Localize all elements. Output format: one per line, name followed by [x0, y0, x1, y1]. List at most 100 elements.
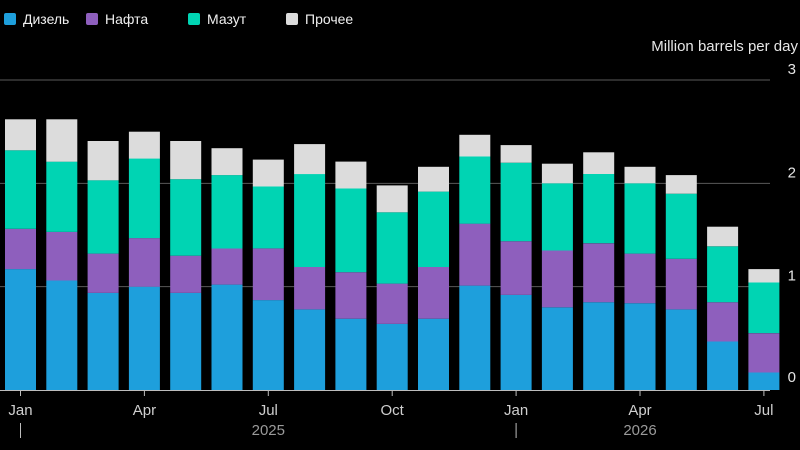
- bar-segment: [707, 246, 739, 303]
- bar-segment: [583, 174, 615, 244]
- legend-swatch-fuel-oil: [188, 13, 200, 25]
- bar-segment: [541, 250, 573, 308]
- bar-segment: [459, 156, 491, 224]
- bar-segment: [500, 145, 532, 163]
- bar-segment: [376, 185, 408, 213]
- bar-segment: [46, 161, 78, 232]
- bar-segment: [376, 283, 408, 324]
- bar-segment: [128, 286, 160, 390]
- bar-segment: [541, 307, 573, 390]
- legend-swatch-naphtha: [86, 13, 98, 25]
- x-tick-label: Jul: [754, 402, 773, 419]
- y-tick-label-0: 0: [788, 369, 796, 386]
- bar-segment: [87, 253, 119, 293]
- legend-swatch-diesel: [4, 13, 16, 25]
- bar-segment: [624, 183, 656, 254]
- bar-segment: [294, 144, 326, 175]
- bar-segment: [665, 193, 697, 259]
- year-label-2025: 2025: [252, 422, 285, 439]
- bar-segment: [211, 248, 243, 285]
- x-tick-label: Jan: [504, 402, 528, 419]
- bar-segment: [5, 228, 36, 270]
- bar-segment: [294, 309, 326, 390]
- bar-segment: [252, 300, 284, 390]
- bar-segment: [252, 186, 284, 249]
- bar-segment: [87, 141, 119, 181]
- bar-segment: [665, 258, 697, 310]
- x-tick-label: Apr: [133, 402, 156, 419]
- bar-segment: [583, 243, 615, 303]
- bar-segment: [128, 238, 160, 287]
- bar-segment: [541, 183, 573, 251]
- legend-item-diesel: Дизель: [4, 11, 69, 27]
- bar-segment: [252, 248, 284, 301]
- bar-segment: [335, 272, 367, 319]
- bar-segment: [459, 134, 491, 157]
- x-tick-label: Jul: [259, 402, 278, 419]
- legend-label-fuel-oil: Мазут: [207, 11, 247, 27]
- bar-segment: [500, 162, 532, 242]
- bar-segment: [418, 166, 449, 192]
- legend-swatch-other: [286, 13, 298, 25]
- legend-item-fuel-oil: Мазут: [188, 11, 246, 27]
- year-label-2026: 2026: [623, 422, 656, 439]
- bar-segment: [748, 269, 780, 283]
- bar-segment: [211, 284, 243, 390]
- bar-segment: [583, 152, 615, 174]
- bar-segment: [252, 159, 284, 187]
- bar-segment: [748, 333, 780, 373]
- bar-segment: [128, 131, 160, 159]
- bar-segment: [624, 253, 656, 304]
- bar-segment: [87, 180, 119, 254]
- bar-segment: [5, 269, 36, 390]
- x-tick-label: Apr: [628, 402, 651, 419]
- bar-segment: [46, 119, 78, 162]
- bar-segment: [128, 158, 160, 239]
- bar-segment: [87, 292, 119, 390]
- legend-label-other: Прочее: [305, 11, 354, 27]
- bar-segment: [541, 163, 573, 184]
- bar-segment: [748, 372, 780, 390]
- bar-segment: [294, 174, 326, 267]
- bar-segment: [665, 175, 697, 194]
- y-axis-unit-label: Million barrels per day: [651, 38, 798, 55]
- bar-segment: [376, 212, 408, 284]
- bar-segment: [665, 309, 697, 390]
- bar-segment: [335, 188, 367, 273]
- legend-label-naphtha: Нафта: [105, 11, 149, 27]
- bar-segment: [46, 280, 78, 390]
- x-tick-label: Jan: [8, 402, 32, 419]
- bar-segment: [335, 161, 367, 189]
- bar-segment: [583, 302, 615, 390]
- bar-segment: [170, 292, 202, 390]
- bar-segment: [418, 267, 449, 319]
- legend-label-diesel: Дизель: [23, 11, 70, 27]
- bar-segment: [707, 226, 739, 247]
- bar-segment: [418, 318, 449, 390]
- bar-segment: [170, 179, 202, 256]
- bar-segment: [376, 323, 408, 390]
- bar-segment: [170, 255, 202, 293]
- bar-segment: [459, 285, 491, 390]
- bar-segment: [707, 341, 739, 390]
- bar-segment: [46, 231, 78, 281]
- y-tick-label-3: 3: [788, 61, 796, 78]
- bar-segment: [5, 150, 36, 229]
- legend-item-other: Прочее: [286, 11, 353, 27]
- bar-segment: [5, 119, 36, 151]
- bar-segment: [211, 175, 243, 249]
- bar-segment: [748, 282, 780, 334]
- bar-segment: [707, 302, 739, 342]
- bar-segment: [624, 303, 656, 390]
- x-tick-label: Oct: [381, 402, 405, 419]
- bar-segment: [624, 166, 656, 184]
- bar-segment: [500, 241, 532, 295]
- bar-segment: [294, 267, 326, 310]
- bar-segment: [335, 318, 367, 390]
- bar-segment: [211, 148, 243, 176]
- y-tick-label-2: 2: [788, 164, 796, 181]
- bar-segment: [459, 223, 491, 286]
- y-tick-label-1: 1: [788, 268, 796, 285]
- bar-segment: [418, 191, 449, 267]
